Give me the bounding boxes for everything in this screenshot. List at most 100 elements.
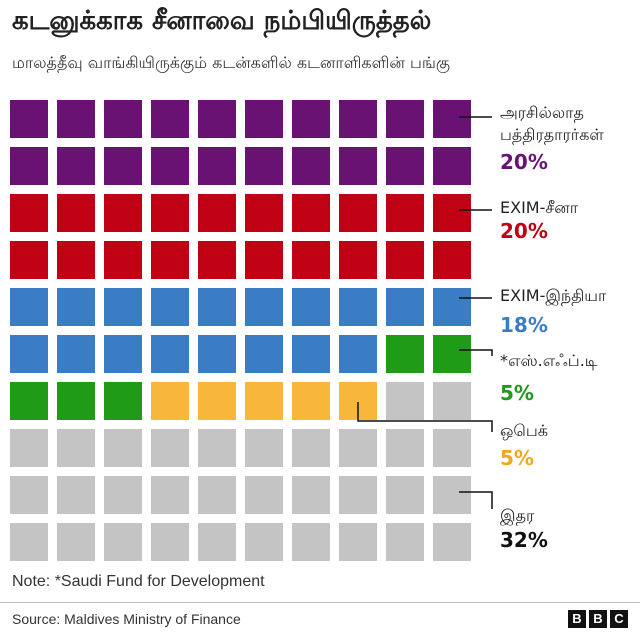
waffle-cell — [57, 382, 95, 420]
waffle-cell — [151, 523, 189, 561]
waffle-cell — [151, 288, 189, 326]
waffle-cell — [292, 429, 330, 467]
waffle-cell — [104, 476, 142, 514]
legend-label: EXIM-இந்தியா — [500, 286, 607, 305]
waffle-cell — [104, 382, 142, 420]
waffle-cell — [104, 523, 142, 561]
waffle-cell — [198, 523, 236, 561]
legend-percentage: 5% — [500, 381, 534, 405]
waffle-cell — [10, 288, 48, 326]
waffle-cell — [386, 100, 424, 138]
waffle-cell — [10, 335, 48, 373]
waffle-cell — [245, 476, 283, 514]
waffle-cell — [245, 147, 283, 185]
waffle-cell — [10, 194, 48, 232]
legend-connector — [459, 491, 493, 509]
waffle-cell — [57, 100, 95, 138]
waffle-cell — [10, 476, 48, 514]
waffle-cell — [245, 429, 283, 467]
waffle-cell — [104, 241, 142, 279]
waffle-cell — [386, 429, 424, 467]
waffle-cell — [433, 194, 471, 232]
waffle-cell — [339, 476, 377, 514]
waffle-cell — [151, 194, 189, 232]
waffle-cell — [245, 100, 283, 138]
waffle-cell — [433, 523, 471, 561]
waffle-cell — [151, 429, 189, 467]
waffle-cell — [292, 194, 330, 232]
waffle-cell — [292, 100, 330, 138]
waffle-cell — [57, 147, 95, 185]
source-credit: Source: Maldives Ministry of Finance — [12, 611, 241, 627]
waffle-cell — [433, 241, 471, 279]
footnote: Note: *Saudi Fund for Development — [12, 573, 265, 590]
waffle-cell — [104, 194, 142, 232]
legend-label: பத்திரதாரர்கள் — [500, 125, 604, 144]
legend-label: *எஸ்.எஃப்.டி — [500, 351, 598, 370]
waffle-cell — [245, 241, 283, 279]
chart-title: கடனுக்காக சீனாவை நம்பியிருத்தல் — [12, 6, 432, 36]
waffle-cell — [245, 523, 283, 561]
legend-percentage: 5% — [500, 446, 534, 470]
waffle-cell — [151, 100, 189, 138]
waffle-cell — [433, 382, 471, 420]
waffle-cell — [57, 523, 95, 561]
waffle-cell — [10, 241, 48, 279]
bbc-logo-letter: B — [589, 610, 607, 628]
waffle-cell — [10, 382, 48, 420]
waffle-cell — [10, 523, 48, 561]
waffle-cell — [198, 241, 236, 279]
waffle-cell — [198, 100, 236, 138]
waffle-cell — [57, 335, 95, 373]
waffle-cell — [386, 382, 424, 420]
legend-label: EXIM-சீனா — [500, 198, 579, 217]
waffle-cell — [57, 194, 95, 232]
legend-label: ஒபெக் — [500, 421, 548, 440]
waffle-cell — [292, 382, 330, 420]
waffle-cell — [151, 476, 189, 514]
waffle-cell — [57, 241, 95, 279]
waffle-cell — [198, 476, 236, 514]
waffle-cell — [433, 476, 471, 514]
legend-connector — [459, 349, 493, 356]
waffle-cell — [339, 241, 377, 279]
waffle-cell — [57, 476, 95, 514]
waffle-cell — [339, 147, 377, 185]
waffle-cell — [10, 100, 48, 138]
waffle-cell — [245, 288, 283, 326]
waffle-cell — [339, 288, 377, 326]
waffle-cell — [151, 335, 189, 373]
waffle-cell — [339, 429, 377, 467]
waffle-cell — [57, 429, 95, 467]
legend-connector — [357, 402, 493, 432]
waffle-cell — [339, 194, 377, 232]
waffle-cell — [386, 241, 424, 279]
waffle-cell — [433, 429, 471, 467]
waffle-cell — [339, 523, 377, 561]
waffle-cell — [10, 429, 48, 467]
waffle-cell — [292, 241, 330, 279]
bbc-logo-letter: C — [610, 610, 628, 628]
waffle-cell — [104, 288, 142, 326]
waffle-cell — [245, 335, 283, 373]
waffle-cell — [386, 335, 424, 373]
waffle-cell — [433, 335, 471, 373]
legend-label: அரசில்லாத — [500, 103, 584, 122]
waffle-cell — [245, 382, 283, 420]
waffle-cell — [198, 147, 236, 185]
chart-subtitle: மாலத்தீவு வாங்கியிருக்கும் கடன்களில் கடன… — [12, 53, 450, 72]
waffle-cell — [104, 147, 142, 185]
waffle-cell — [292, 147, 330, 185]
waffle-cell — [57, 288, 95, 326]
waffle-cell — [433, 147, 471, 185]
waffle-cell — [104, 100, 142, 138]
waffle-cell — [433, 100, 471, 138]
waffle-cell — [386, 194, 424, 232]
legend-percentage: 20% — [500, 219, 548, 243]
waffle-cell — [433, 288, 471, 326]
waffle-cell — [245, 194, 283, 232]
waffle-cell — [198, 288, 236, 326]
waffle-cell — [198, 429, 236, 467]
waffle-cell — [198, 194, 236, 232]
